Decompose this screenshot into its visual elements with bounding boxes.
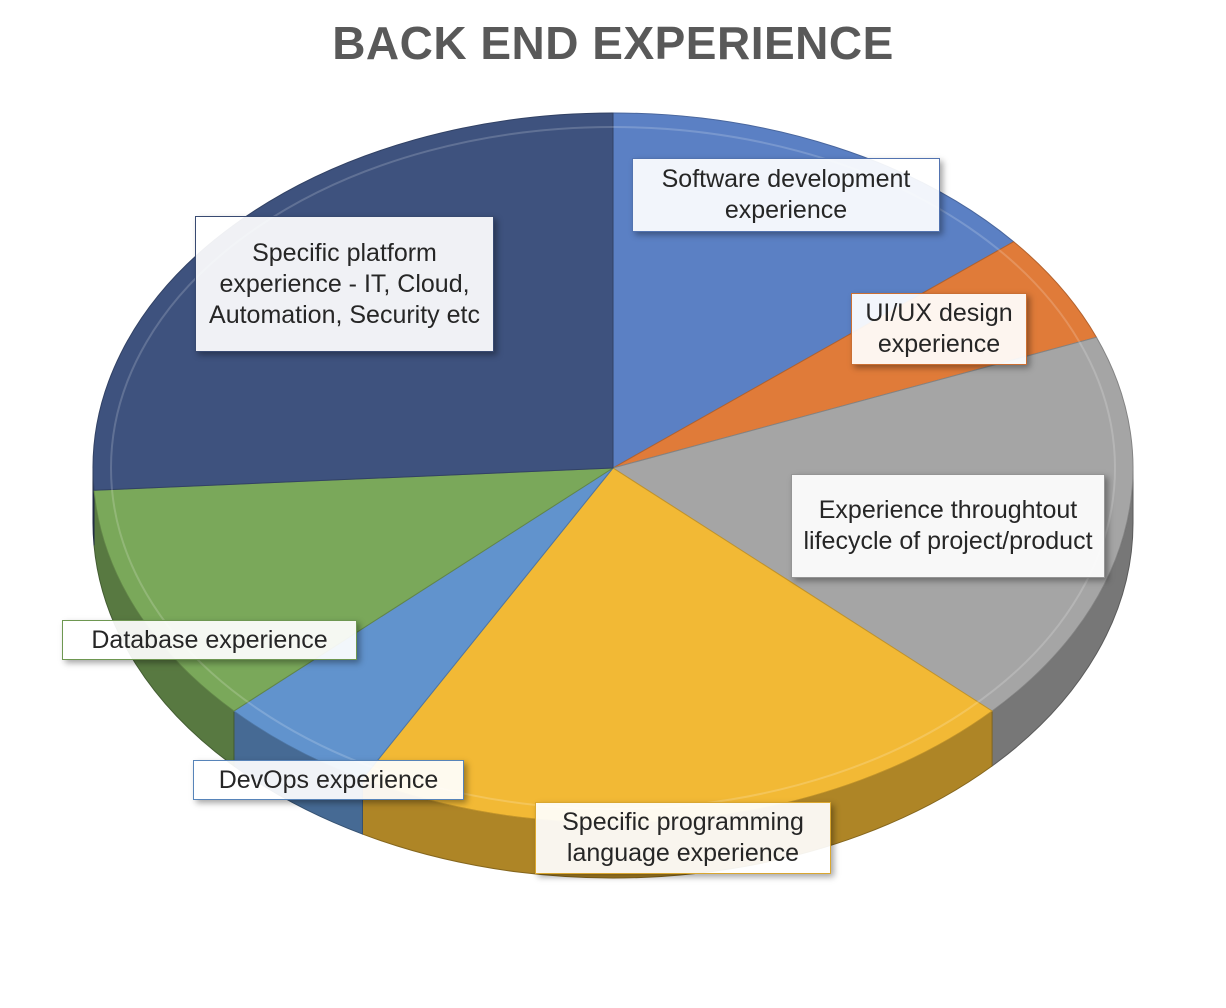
slice-label-experience-throughtout-lifecycle-of-proj: Experience throughtout lifecycle of proj… — [791, 474, 1105, 578]
slice-label-devops-experience: DevOps experience — [193, 760, 464, 800]
slice-label-specific-programming-language-experience: Specific programming language experience — [535, 802, 831, 874]
slice-label-ui-ux-design-experience: UI/UX design experience — [851, 293, 1027, 365]
slice-label-software-development-experience: Software development experience — [632, 158, 940, 232]
slice-label-database-experience: Database experience — [62, 620, 357, 660]
chart-title: BACK END EXPERIENCE — [332, 17, 894, 69]
slice-label-specific-platform-experience-it-cloud-au: Specific platform experience - IT, Cloud… — [195, 216, 494, 352]
